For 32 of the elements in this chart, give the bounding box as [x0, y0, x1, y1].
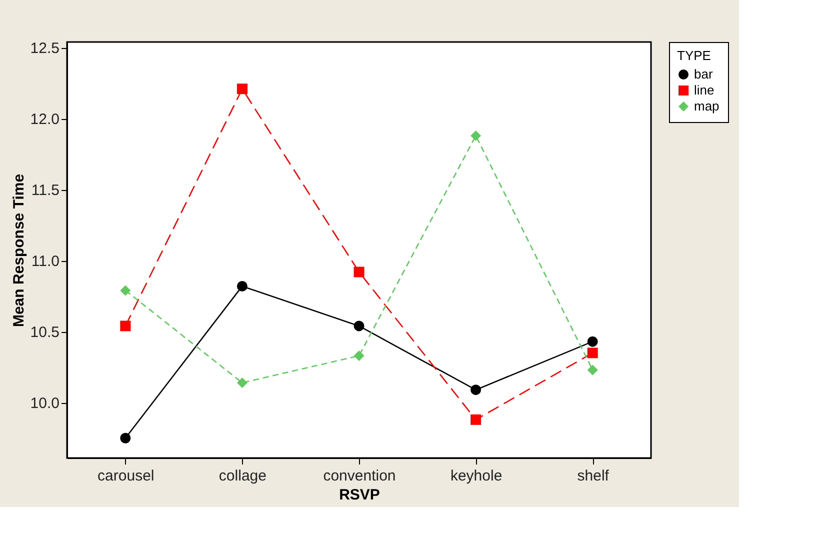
point: [120, 432, 131, 444]
y-tick-label: 12.5: [30, 40, 60, 58]
point: [470, 414, 482, 425]
point: [120, 285, 131, 296]
y-tick-label: 10.5: [30, 324, 60, 342]
point: [354, 350, 364, 362]
legend-title: TYPE: [677, 48, 712, 63]
y-tick-label: 10.0: [30, 395, 60, 412]
y-axis-title: Mean Response Time: [10, 174, 28, 328]
point: [354, 266, 364, 278]
point: [587, 364, 598, 376]
point: [236, 378, 248, 388]
legend-label: bar: [694, 66, 714, 82]
point: [354, 320, 364, 332]
x-tick-label: carousel: [98, 468, 154, 484]
point: [120, 320, 131, 332]
x-axis-title: RSVP: [339, 486, 380, 504]
point: [587, 348, 598, 358]
point: [470, 384, 482, 396]
x-tick-label: convention: [323, 468, 396, 484]
point: [236, 280, 248, 292]
point: [236, 84, 248, 94]
point: [470, 130, 482, 141]
x-tick-label: collage: [218, 468, 266, 484]
point: [587, 336, 598, 347]
y-tick-label: 12.0: [30, 111, 60, 128]
x-tick-label: shelf: [577, 468, 610, 484]
y-tick-label: 11.0: [31, 253, 60, 270]
x-tick-label: keyhole: [450, 468, 502, 484]
legend-label: map: [694, 98, 720, 114]
legend-label: line: [694, 82, 714, 98]
y-tick-label: 11.5: [31, 182, 60, 200]
